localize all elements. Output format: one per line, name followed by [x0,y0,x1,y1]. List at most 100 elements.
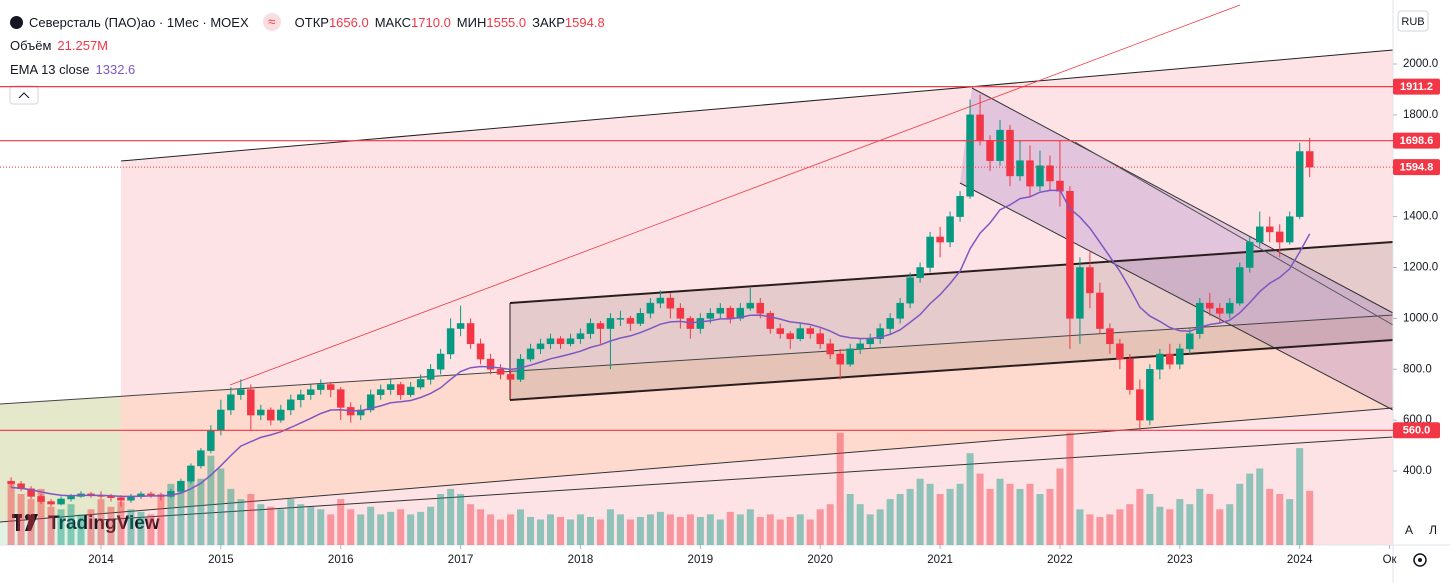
ohlc-value: 1594.8 [564,14,605,30]
candle-body [906,277,914,304]
volume-bar [117,501,125,545]
x-tick-label: Ок [1383,554,1398,566]
candle-body [277,409,285,421]
candle-body [1255,226,1264,243]
volume-bar [1236,483,1244,545]
logo-mark [16,514,20,531]
volume-bar [596,519,604,545]
volume-bar [97,499,105,545]
candle-body [386,384,395,390]
ohlc-label: МАКС [374,14,412,30]
collapse-legend-button[interactable] [9,85,39,105]
candle-body [446,328,455,355]
candle-body [1076,267,1084,319]
volume-bar [676,516,684,545]
level-box [1393,78,1440,95]
volume-bar [197,478,205,545]
x-tick-label: 2021 [927,554,953,566]
candle-body [1285,216,1294,243]
volume-bar [547,514,555,545]
volume-bar [277,509,285,545]
channel [0,315,1393,522]
candle-body [526,348,535,360]
volume-bar [1276,494,1284,545]
candle-body [516,358,525,380]
candle-body [886,318,894,329]
candle-body [1006,129,1014,177]
auto-scale-button[interactable] [1400,520,1418,540]
volume-bar [257,504,265,545]
candle-body [556,338,565,345]
volume-bar [387,511,395,545]
logo-text: TradingView [48,513,160,534]
candle-body [47,501,55,505]
candle-body [736,307,745,319]
candle-body [1126,358,1134,390]
candle-body [37,496,45,502]
candle-body [257,409,265,416]
candle-body [996,129,1004,161]
volume-bar [1156,506,1164,545]
candle-body [297,394,305,401]
x-tick-label: 2022 [1047,554,1073,566]
candle-body [67,496,75,500]
volume-bar [1136,488,1144,545]
candle-body [416,379,425,388]
candle-body [626,318,635,324]
volume-bar [537,519,545,545]
volume-bar [17,494,25,545]
volume-bar [1146,494,1154,545]
volume-bar [806,519,814,545]
volume-bar [986,488,994,545]
candle-body [1275,231,1284,243]
y-tick-label: 1000.0 [1403,312,1438,324]
y-tick-label: 1200.0 [1403,262,1438,274]
candle-body [1046,165,1054,182]
volume-bar [27,499,35,545]
volume-legend: Объём 21.257M [10,38,108,53]
volume-bar [796,514,804,545]
volume-bar [227,488,235,545]
level-box [1393,132,1440,149]
candle-body [1186,333,1194,350]
candle-body [896,302,904,319]
volume-bar [1176,499,1184,545]
volume-bar [636,516,644,545]
volume-bar [507,514,515,545]
volume-bar [487,514,495,545]
volume-bar [1206,494,1214,545]
candle-body [596,323,605,329]
candle-body [107,496,115,498]
volume-bar [746,509,754,545]
volume-bar [956,483,964,545]
volume-bar [716,519,724,545]
volume-bar [1006,483,1014,545]
status-badge[interactable]: ≈ [262,13,281,31]
candle-body [586,323,595,334]
candle-body [1305,151,1314,168]
candle-body [816,333,824,345]
candle-body [317,384,325,390]
volume-bar [1116,509,1124,545]
volume-bar [217,468,225,545]
volume-bar [157,494,165,545]
candle-body [606,318,615,329]
volume-bar [367,506,375,545]
candle-body [466,323,475,345]
candle-body [806,328,814,334]
candle-body [786,333,794,339]
level-label: 1911.2 [1400,81,1433,93]
volume-bar [736,514,744,545]
volume-bar [287,499,295,545]
volume-bar [1026,483,1034,545]
candle-body [776,328,785,334]
currency-button[interactable] [1397,10,1429,32]
settings-button[interactable] [1413,553,1427,567]
candle-body [486,358,495,370]
candle-body [866,338,874,345]
log-scale-button[interactable] [1424,520,1442,540]
volume-bar [1196,488,1204,545]
volume-bar [417,511,425,545]
candle-body [177,480,185,492]
volume-value: 21.257M [57,38,109,53]
